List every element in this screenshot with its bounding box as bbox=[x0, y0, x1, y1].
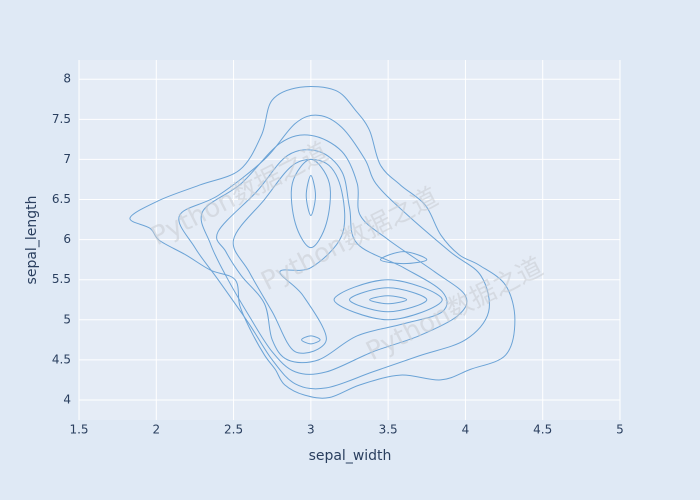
contour-line bbox=[232, 158, 346, 354]
contour-line bbox=[129, 86, 516, 399]
contour-line bbox=[305, 174, 316, 217]
y-tick-label: 7 bbox=[63, 152, 71, 166]
contour-line bbox=[301, 335, 321, 345]
grid bbox=[78, 60, 621, 420]
x-tick-label: 1.5 bbox=[69, 423, 88, 437]
x-tick-label: 3.5 bbox=[379, 423, 398, 437]
x-tick-label: 2 bbox=[152, 423, 160, 437]
y-tick-label: 7.5 bbox=[52, 112, 71, 126]
contour-line bbox=[333, 279, 443, 321]
x-tick-label: 3 bbox=[307, 423, 315, 437]
y-tick-label: 4 bbox=[63, 392, 71, 406]
contour-line bbox=[348, 287, 428, 313]
x-axis-title: sepal_width bbox=[309, 448, 392, 464]
contour-line bbox=[290, 158, 331, 249]
y-tick-label: 6.5 bbox=[52, 192, 71, 206]
contour-line bbox=[200, 134, 468, 375]
contour-line bbox=[379, 251, 428, 265]
y-tick-label: 5.5 bbox=[52, 272, 71, 286]
contour-line bbox=[369, 295, 408, 305]
y-tick-label: 4.5 bbox=[52, 352, 71, 366]
y-tick-label: 8 bbox=[63, 72, 71, 86]
x-tick-label: 2.5 bbox=[224, 423, 243, 437]
y-tick-label: 6 bbox=[63, 232, 71, 246]
contours bbox=[129, 86, 516, 399]
contour-line bbox=[178, 114, 490, 390]
x-tick-label: 5 bbox=[616, 423, 624, 437]
x-tick-label: 4 bbox=[462, 423, 470, 437]
contour-line bbox=[216, 149, 448, 364]
y-tick-label: 5 bbox=[63, 312, 71, 326]
y-axis-title: sepal_length bbox=[24, 196, 40, 285]
x-tick-label: 4.5 bbox=[533, 423, 552, 437]
